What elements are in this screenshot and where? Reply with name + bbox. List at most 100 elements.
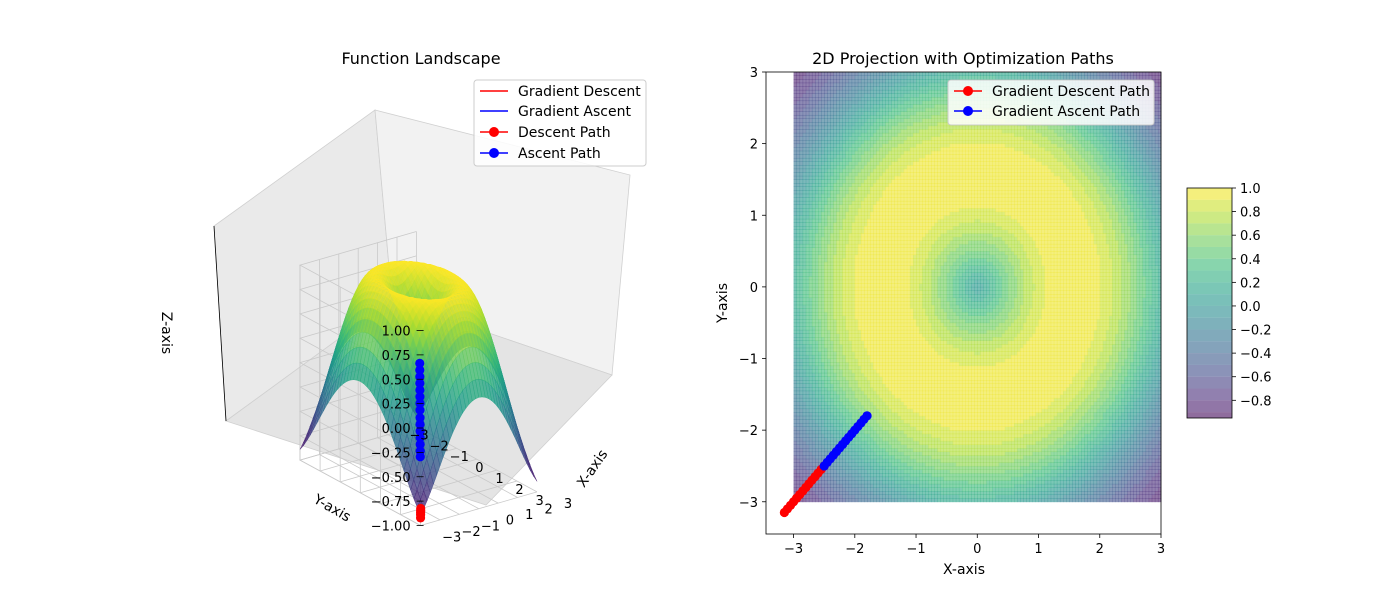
contour-cell xyxy=(802,161,807,166)
contour-cell xyxy=(845,200,850,205)
contour-cell xyxy=(848,272,853,277)
contour-cell xyxy=(833,347,837,352)
contour-cell xyxy=(842,272,847,277)
contour-cell xyxy=(882,358,886,363)
contour-cell xyxy=(851,451,856,456)
contour-cell xyxy=(857,451,862,456)
contour-cell xyxy=(808,251,813,256)
contour-cell xyxy=(857,236,862,241)
contour-cell xyxy=(802,422,807,427)
contour-cell xyxy=(836,208,840,213)
contour-cell xyxy=(802,107,807,112)
contour-cell xyxy=(818,111,822,116)
contour-cell xyxy=(824,286,828,291)
contour-cell xyxy=(873,172,877,177)
contour-cell xyxy=(833,494,837,499)
contour-cell xyxy=(830,233,834,238)
contour-cell xyxy=(833,204,837,209)
contour-cell xyxy=(851,197,856,202)
contour-cell xyxy=(793,483,798,488)
contour-cell xyxy=(796,480,801,485)
contour-cell xyxy=(854,268,859,273)
contour-cell xyxy=(821,243,825,248)
contour-cell xyxy=(802,215,807,220)
contour-cell xyxy=(818,107,822,112)
contour-cell xyxy=(811,79,816,84)
contour-cell xyxy=(879,333,883,338)
contour-cell xyxy=(863,111,868,116)
contour-cell xyxy=(857,347,862,352)
contour-cell xyxy=(802,340,807,345)
contour-cell xyxy=(867,79,871,84)
contour-cell xyxy=(876,136,880,141)
contour-cell xyxy=(821,480,825,485)
contour-cell xyxy=(845,358,850,363)
contour-cell xyxy=(845,279,850,284)
contour-cell xyxy=(879,251,883,256)
contour-cell xyxy=(879,462,883,467)
contour-cell xyxy=(857,75,862,80)
contour-cell xyxy=(870,408,874,413)
contour-cell xyxy=(802,82,807,87)
contour-cell xyxy=(821,430,825,435)
contour-cell xyxy=(839,125,843,130)
contour-cell xyxy=(873,283,877,288)
contour-cell xyxy=(882,433,886,438)
contour-cell xyxy=(814,118,819,123)
contour-cell xyxy=(793,383,798,388)
contour-cell xyxy=(802,405,807,410)
contour-cell xyxy=(827,265,831,270)
contour-cell xyxy=(802,211,807,216)
contour-cell xyxy=(839,458,843,463)
contour-cell xyxy=(873,465,877,470)
contour-cell xyxy=(821,229,825,234)
contour-cell xyxy=(836,487,840,492)
contour-cell xyxy=(830,165,834,170)
contour-cell xyxy=(860,261,865,266)
contour-cell xyxy=(848,114,853,119)
contour-cell xyxy=(870,369,874,374)
contour-cell xyxy=(851,161,856,166)
contour-cell xyxy=(851,376,856,381)
contour-cell xyxy=(848,315,853,320)
contour-cell xyxy=(799,272,804,277)
contour-cell xyxy=(808,254,813,259)
contour-cell xyxy=(796,157,801,162)
contour-cell xyxy=(821,215,825,220)
contour-cell xyxy=(796,358,801,363)
contour-cell xyxy=(879,387,883,392)
contour-cell xyxy=(839,218,843,223)
contour-cell xyxy=(879,279,883,284)
contour-cell xyxy=(873,258,877,263)
contour-cell xyxy=(805,326,810,331)
contour-cell xyxy=(830,315,834,320)
contour-cell xyxy=(873,380,877,384)
contour-cell xyxy=(873,125,877,130)
y-tick-label-3d: −1 xyxy=(450,450,469,465)
contour-cell xyxy=(842,412,847,417)
contour-cell xyxy=(793,247,798,252)
contour-cell xyxy=(867,111,871,116)
contour-cell xyxy=(824,337,828,341)
contour-cell xyxy=(851,369,856,374)
contour-cell xyxy=(842,168,847,173)
contour-cell xyxy=(805,311,810,316)
contour-cell xyxy=(802,401,807,406)
contour-cell xyxy=(845,251,850,256)
contour-cell xyxy=(882,193,886,198)
contour-cell xyxy=(876,165,880,170)
contour-cell xyxy=(882,143,886,148)
contour-cell xyxy=(873,304,877,309)
contour-cell xyxy=(851,351,856,356)
contour-cell xyxy=(839,104,843,109)
contour-cell xyxy=(879,204,883,209)
contour-cell xyxy=(839,319,843,324)
contour-cell xyxy=(833,118,837,123)
contour-cell xyxy=(882,412,886,417)
contour-cell xyxy=(808,365,813,370)
contour-cell xyxy=(799,125,804,130)
contour-cell xyxy=(796,473,801,478)
contour-cell xyxy=(876,372,880,377)
contour-cell xyxy=(830,208,834,213)
contour-cell xyxy=(842,183,847,187)
